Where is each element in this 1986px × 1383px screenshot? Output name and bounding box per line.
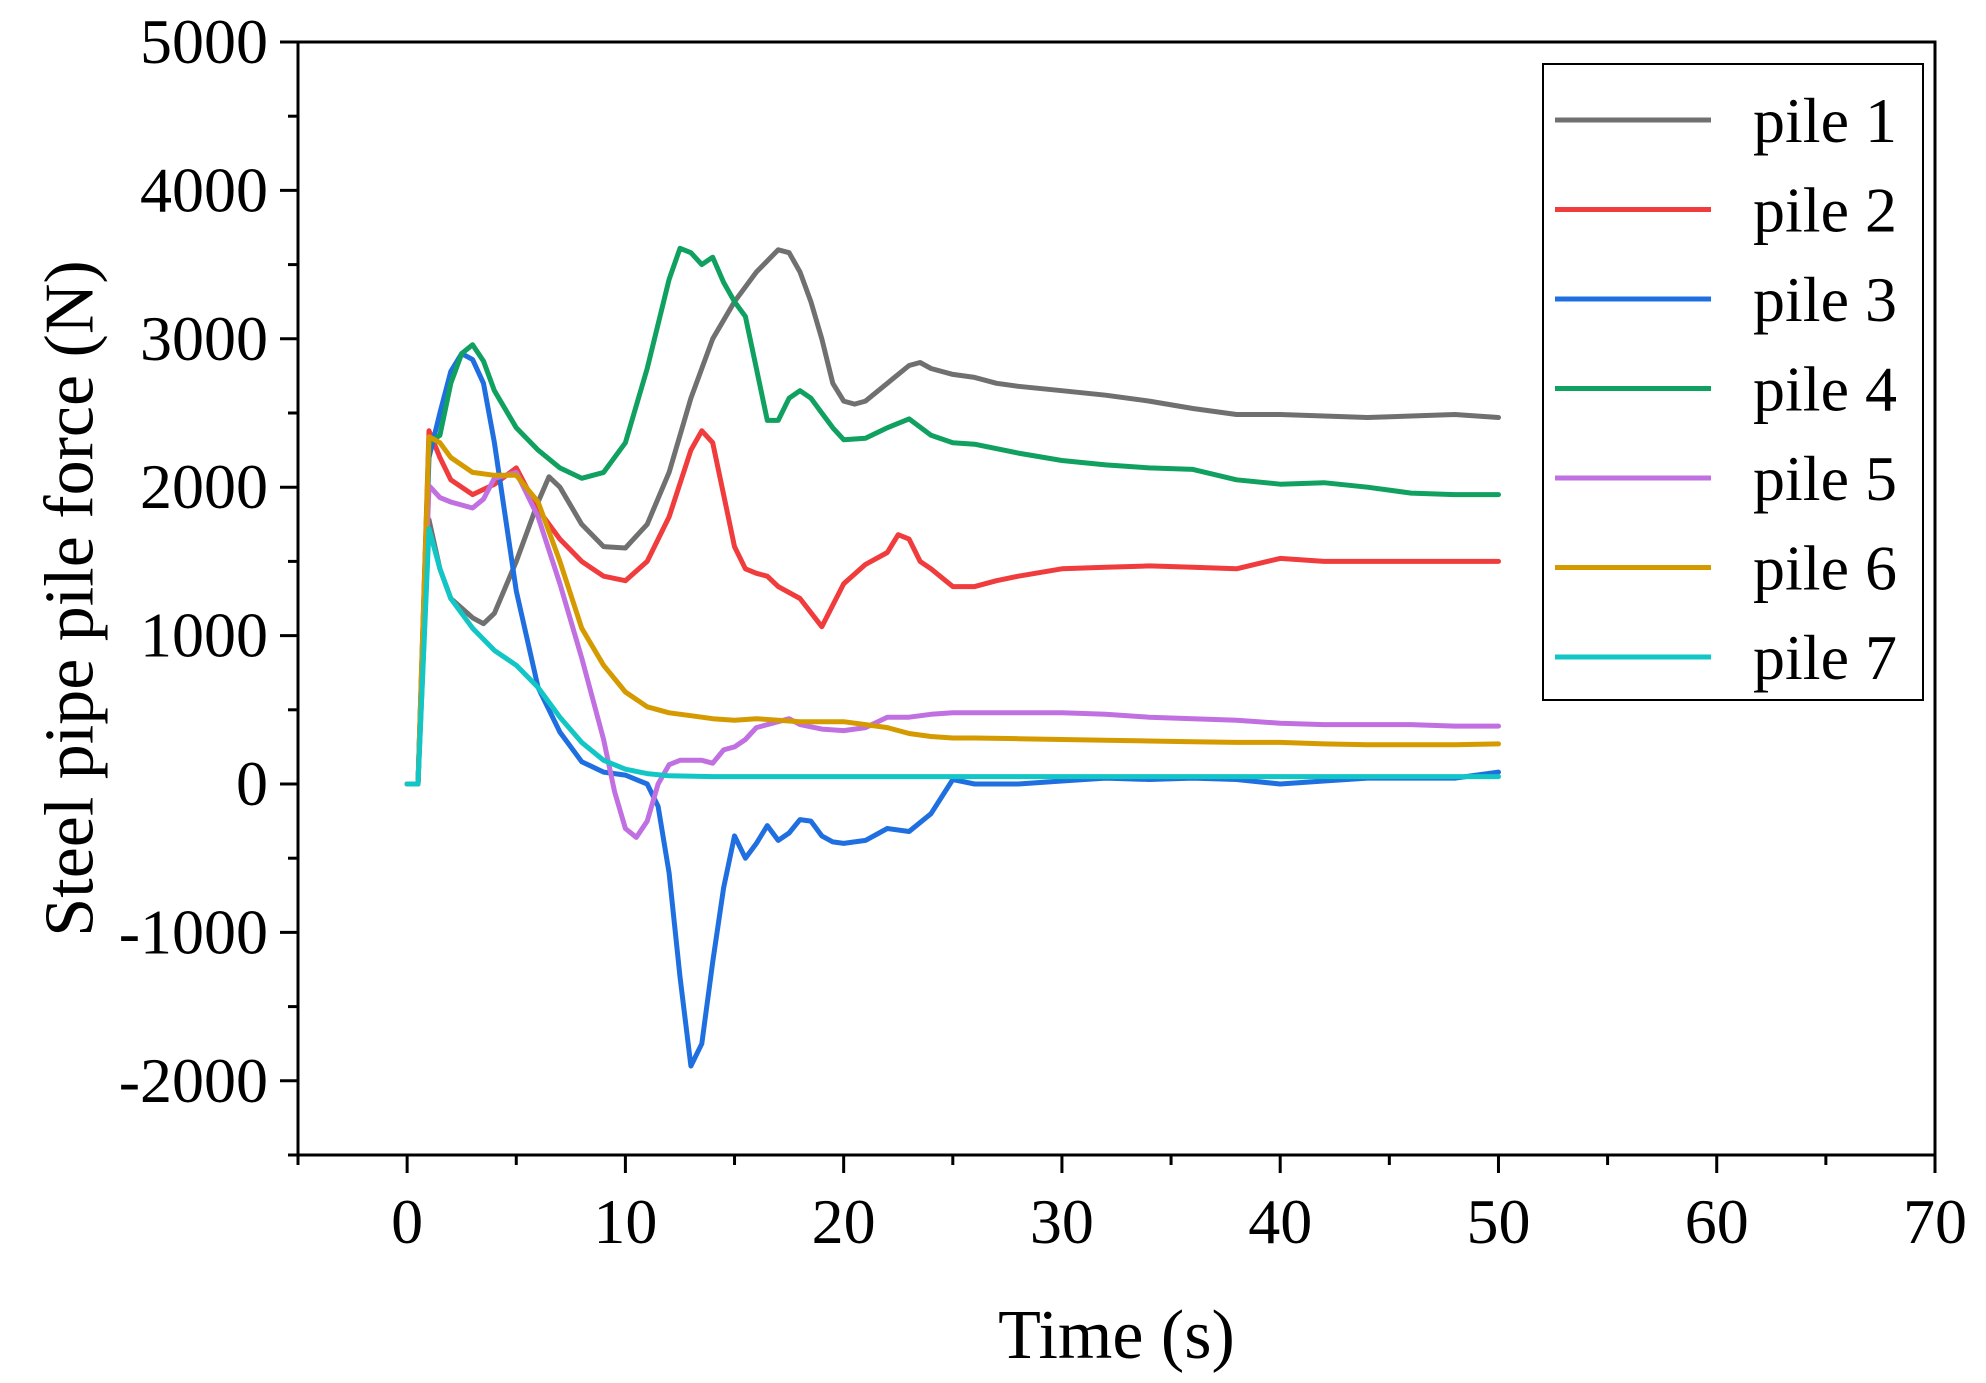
x-tick-label: 10	[593, 1186, 657, 1257]
x-tick-label: 40	[1248, 1186, 1312, 1257]
tick-layer: 0 10 20 30 40 50 60 70 -2000 -1000 0 1000 2000 3000 40…	[119, 6, 1967, 1257]
series-line-pile-7	[404, 526, 1501, 787]
x-tick-label: 50	[1466, 1186, 1530, 1257]
series-line-pile-4	[404, 245, 1501, 787]
y-tick-label: 0	[236, 748, 268, 819]
x-tick-label: 60	[1685, 1186, 1749, 1257]
plot-frame	[296, 40, 1937, 1157]
x-tick-label: 30	[1030, 1186, 1094, 1257]
y-axis-title: Steel pipe pile force (N)	[32, 260, 109, 936]
legend-box	[1542, 63, 1924, 701]
x-tick-label: 70	[1903, 1186, 1967, 1257]
series-line-pile-1	[404, 247, 1501, 787]
y-tick-label: 2000	[140, 451, 268, 522]
legend-label: pile 6	[1753, 533, 1897, 604]
legend-label: pile 4	[1753, 354, 1897, 425]
series-line-pile-6	[404, 434, 1501, 787]
x-tick-label: 0	[391, 1186, 423, 1257]
y-tick-label: -1000	[119, 896, 268, 967]
series-line-pile-2	[404, 428, 1501, 787]
legend-label: pile 1	[1753, 85, 1897, 156]
y-tick-label: 1000	[140, 600, 268, 671]
y-tick-label: 4000	[140, 154, 268, 225]
legend-label: pile 7	[1753, 622, 1897, 693]
series-layer	[404, 245, 1501, 1069]
y-tick-label: 3000	[140, 303, 268, 374]
y-tick-label: 5000	[140, 6, 268, 77]
legend-label: pile 5	[1753, 443, 1897, 514]
x-axis-title: Time (s)	[998, 1297, 1235, 1374]
x-tick-label: 20	[812, 1186, 876, 1257]
legend-label: pile 2	[1753, 175, 1897, 246]
y-tick-label: -2000	[119, 1045, 268, 1116]
legend-label: pile 3	[1753, 264, 1897, 335]
legend: pile 1 pile 2 pile 3 pile 4 pile 5 pile 6 pile…	[1542, 63, 1924, 701]
